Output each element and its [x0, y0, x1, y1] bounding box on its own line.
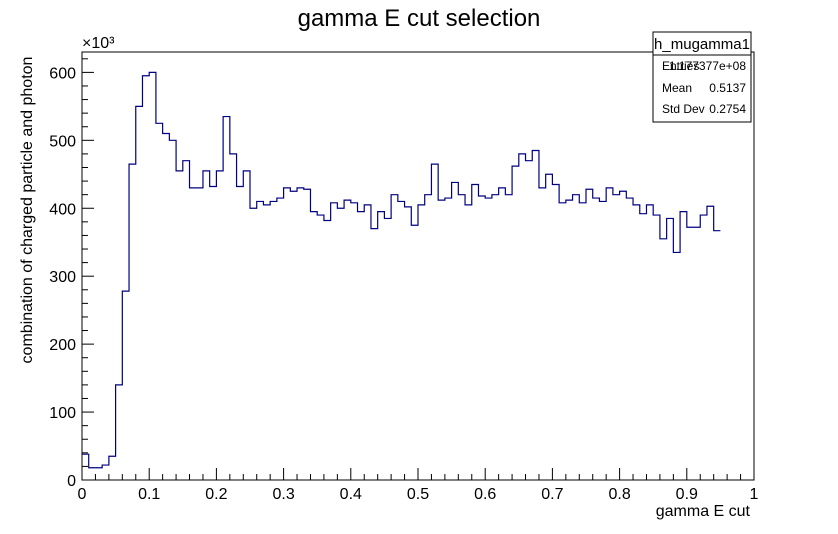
stats-value-stddev: 0.2754 [709, 102, 746, 116]
y-axis-exponent: ×10³ [82, 35, 115, 52]
y-tick-label: 500 [49, 133, 76, 150]
y-tick-label: 100 [49, 405, 76, 422]
x-tick-label: 0.8 [608, 486, 630, 503]
y-tick-label: 400 [49, 201, 76, 218]
x-tick-label: 1 [750, 486, 759, 503]
y-tick-label: 600 [49, 65, 76, 82]
chart-title: gamma E cut selection [298, 5, 541, 32]
x-axis: 0 0.1 0.2 0.3 0.4 0.5 0.6 0.7 0.8 0.9 1 [78, 468, 759, 503]
x-axis-title: gamma E cut [656, 503, 751, 520]
histogram-line [82, 71, 721, 469]
stats-value-mean: 0.5137 [709, 81, 746, 95]
x-tick-label: 0.4 [340, 486, 362, 503]
stats-value-entries: 1.177377e+08 [669, 59, 746, 73]
x-tick-label: 0.1 [138, 486, 160, 503]
x-tick-label: 0.5 [407, 486, 429, 503]
stats-box-title: h_mugamma1 [654, 36, 750, 53]
stats-box-frame [652, 31, 752, 123]
x-tick-label: 0.7 [541, 486, 563, 503]
x-tick-label: 0.6 [474, 486, 496, 503]
y-tick-label: 300 [49, 269, 76, 286]
stats-label-mean: Mean [662, 81, 692, 95]
x-tick-label: 0.9 [676, 486, 698, 503]
x-tick-label: 0.2 [205, 486, 227, 503]
y-tick-label: 200 [49, 337, 76, 354]
x-tick-label: 0.3 [272, 486, 294, 503]
x-tick-label: 0 [78, 486, 87, 503]
y-tick-label: 0 [67, 473, 76, 490]
stats-box: h_mugamma1 Entries 1.177377e+08 Mean 0.5… [652, 31, 752, 123]
stats-label-stddev: Std Dev [662, 102, 705, 116]
y-axis-title: combination of charged particle and phot… [19, 57, 36, 364]
stats-label-entries: Entries [662, 59, 699, 73]
y-axis: 0 100 200 300 400 500 600 [49, 58, 94, 490]
